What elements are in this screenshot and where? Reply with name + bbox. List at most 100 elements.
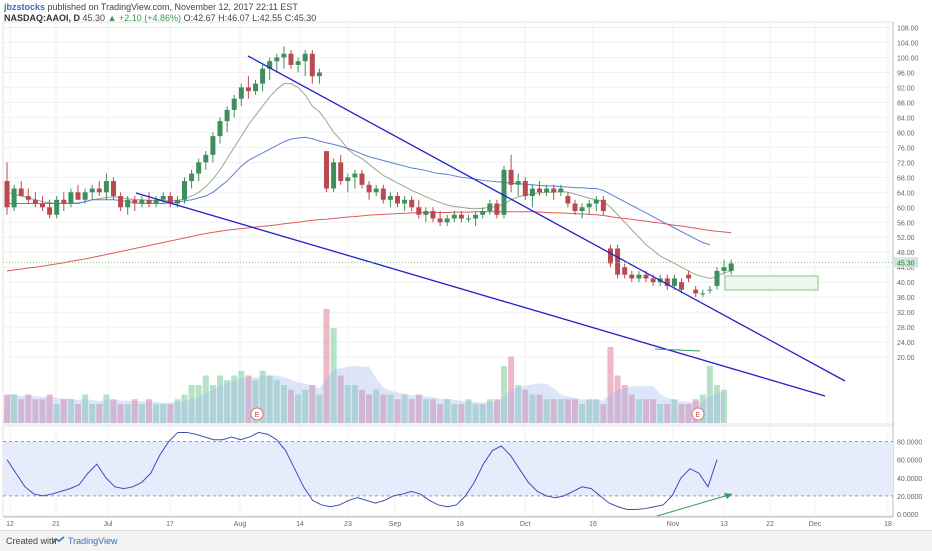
candle-body — [643, 274, 649, 279]
time-tick-label: 21 — [52, 521, 60, 528]
candle-body — [238, 87, 244, 99]
candle-body — [89, 188, 95, 193]
candle-body — [395, 196, 400, 204]
candle-body — [40, 203, 45, 208]
time-tick-label: 12 — [6, 521, 14, 528]
candle-body — [529, 188, 535, 197]
volume-bar — [380, 394, 387, 423]
volume-bar — [32, 399, 39, 423]
footer: Created with TradingView — [0, 530, 932, 551]
price-tick-label: 104.00 — [897, 40, 919, 47]
volume-bar — [444, 399, 451, 423]
volume-bar — [11, 394, 18, 423]
volume-bar — [82, 394, 89, 423]
price-tick-label: 96.00 — [897, 70, 915, 77]
volume-bar — [60, 399, 67, 423]
up-arrow-icon: ▲ — [107, 13, 117, 23]
volume-bar — [394, 399, 401, 423]
candle-body — [75, 192, 81, 200]
candle-body — [331, 162, 337, 189]
volume-bar — [330, 328, 337, 423]
candle-body — [203, 154, 209, 163]
time-tick-label: Aug — [234, 521, 247, 528]
publisher-name[interactable]: jbzstocks — [4, 2, 46, 12]
volume-average-area — [3, 366, 725, 423]
volume-bar — [508, 356, 515, 423]
candle-body — [96, 188, 102, 193]
candle-body — [409, 199, 415, 208]
volume-bar — [4, 394, 10, 423]
candle-body — [466, 218, 471, 220]
candle-body — [47, 207, 53, 215]
oscillator-line — [6, 431, 718, 510]
volume-bar — [259, 370, 266, 423]
candle-body — [274, 57, 280, 62]
price-tick-label: 72.00 — [897, 160, 915, 167]
volume-bar — [458, 404, 465, 423]
volume-bar — [564, 399, 571, 423]
price-tick-label: 44.00 — [897, 265, 915, 272]
price-tick-label: 56.00 — [897, 220, 915, 227]
candle-body — [593, 199, 599, 204]
volume-bar — [479, 404, 486, 423]
created-with-text: Created with — [6, 536, 57, 546]
volume-bar — [550, 399, 557, 423]
candle-body — [103, 181, 109, 193]
tradingview-brand[interactable]: TradingView — [68, 536, 118, 546]
oscillator-tick-label: 60.0000 — [897, 458, 922, 465]
upper-trendline — [247, 55, 846, 382]
candle-body — [458, 214, 464, 219]
candle-body — [61, 199, 67, 204]
candle-body — [679, 282, 684, 290]
volume-bar — [664, 404, 671, 423]
candle-body — [153, 199, 159, 204]
volume-bar — [366, 394, 373, 423]
candle-body — [636, 274, 642, 279]
candle-body — [338, 162, 344, 182]
volume-bar — [18, 399, 25, 423]
price-tick-label: 68.00 — [897, 175, 915, 182]
candle-body — [366, 184, 372, 193]
candle-body — [650, 278, 656, 283]
candle-body — [686, 274, 692, 279]
candles — [4, 46, 734, 298]
volume-bar — [245, 375, 252, 423]
moving-average-line — [7, 136, 711, 246]
candle-body — [480, 211, 486, 215]
candle-body — [387, 196, 393, 200]
volume-bar — [685, 404, 692, 423]
volume-bar — [174, 399, 181, 423]
candle-body — [608, 248, 613, 264]
volume-bar — [671, 399, 678, 423]
volume-bar — [536, 394, 543, 423]
price-tick-label: 100.00 — [897, 55, 919, 62]
candle-body — [558, 188, 564, 193]
candle-body — [565, 196, 571, 204]
candle-body — [174, 199, 180, 204]
low-value: L:42.55 — [252, 13, 283, 23]
volume-bar — [202, 375, 209, 423]
candle-body — [309, 53, 315, 77]
volume-bar — [657, 404, 664, 423]
volume-bar — [266, 375, 273, 423]
volume-bar — [437, 404, 444, 423]
candle-body — [728, 263, 734, 271]
volume-bar — [323, 309, 330, 423]
candle-body — [4, 181, 10, 208]
support-marker-line — [654, 348, 701, 352]
time-tick-label: 23 — [344, 521, 352, 528]
axes: 20.00 24.00 28.00 32.00 36.00 40.00 44.00 48.00… — [6, 26, 922, 529]
candle-body — [253, 83, 258, 92]
volume-bar — [316, 394, 323, 423]
volume-bar — [217, 375, 223, 423]
high-value: H:46.07 — [218, 13, 250, 23]
volume-bar — [600, 404, 607, 423]
volume-bar — [650, 399, 657, 423]
volume-bar — [628, 394, 635, 423]
volume-bar — [522, 389, 529, 423]
time-tick-label: 18 — [884, 521, 892, 528]
volume-bar — [387, 394, 394, 423]
last-price-label-bg — [894, 257, 918, 268]
candle-body — [487, 203, 493, 212]
price-tick-label: 20.00 — [897, 355, 915, 362]
